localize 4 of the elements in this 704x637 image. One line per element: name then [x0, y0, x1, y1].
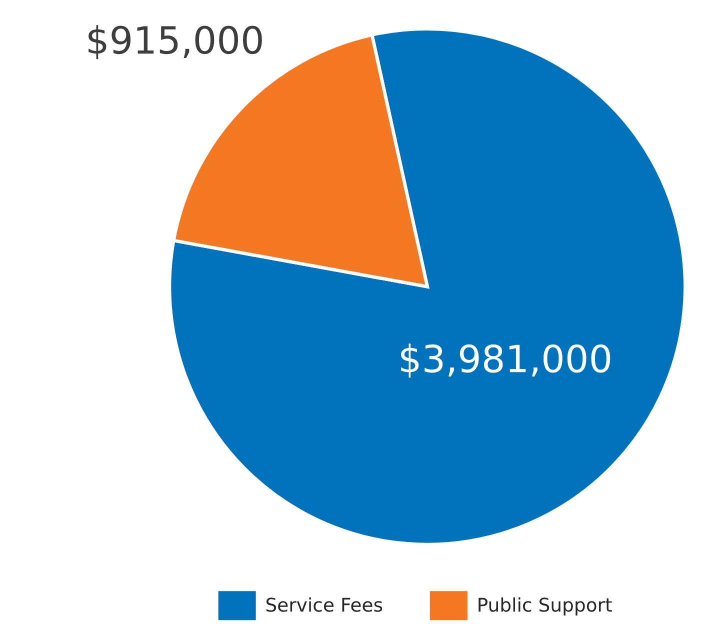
legend-label: Service Fees — [266, 597, 382, 612]
data-label: $915,000 — [88, 25, 262, 60]
data-label: $3,981,000 — [401, 344, 610, 378]
legend-label: Public Support — [478, 597, 612, 616]
